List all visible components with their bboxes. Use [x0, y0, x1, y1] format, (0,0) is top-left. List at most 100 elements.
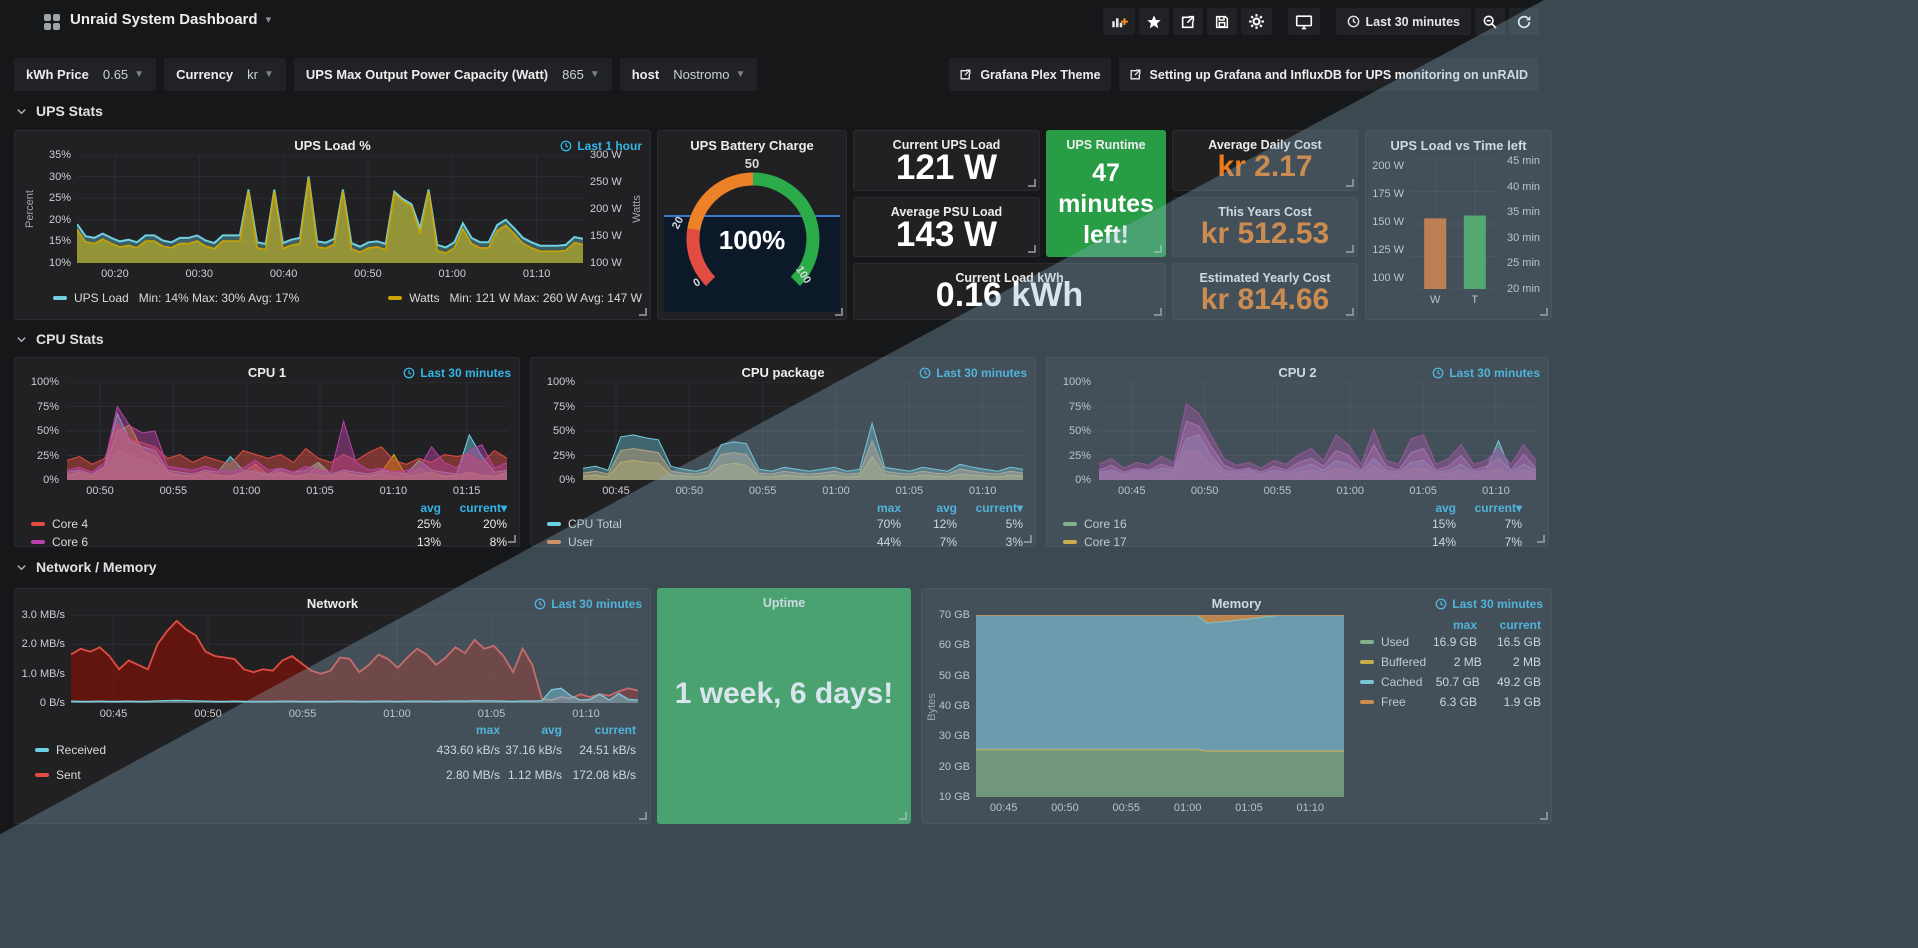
star-dashboard-button[interactable]: [1138, 8, 1169, 35]
variable-currency[interactable]: Currency kr ▼: [164, 58, 286, 91]
axis-tick: 00:50: [194, 708, 222, 720]
ups-load-chart[interactable]: [76, 154, 584, 264]
legend-column-header[interactable]: current▾: [459, 500, 507, 515]
legend-row[interactable]: Free 6.3 GB 1.9 GB: [1360, 692, 1541, 712]
chart-canvas[interactable]: [70, 614, 639, 704]
stat-title[interactable]: This Years Cost: [1218, 205, 1312, 219]
section-cpu-stats[interactable]: CPU Stats: [16, 331, 104, 347]
legend-column-header[interactable]: current: [594, 722, 636, 737]
panel-ups-runtime: UPS Runtime 47 minutes left!: [1046, 130, 1166, 257]
variable-kwh-price[interactable]: kWh Price 0.65 ▼: [14, 58, 157, 91]
chart-canvas[interactable]: [1098, 381, 1537, 481]
section-network-memory[interactable]: Network / Memory: [16, 559, 157, 575]
legend-header: avg current▾: [1063, 500, 1522, 515]
legend-item[interactable]: Watts Min: 121 W Max: 260 W Avg: 147 W: [388, 291, 642, 305]
chart-canvas[interactable]: [66, 381, 508, 481]
stat-title[interactable]: Estimated Yearly Cost: [1199, 271, 1331, 285]
stat-title[interactable]: Uptime: [762, 596, 806, 610]
panel-title[interactable]: CPU package: [741, 365, 825, 380]
legend-column-header[interactable]: avg: [541, 722, 562, 737]
legend-row[interactable]: Used 16.9 GB 16.5 GB: [1360, 632, 1541, 652]
panel-time-range[interactable]: Last 30 minutes: [1435, 597, 1543, 611]
panel-time-range[interactable]: Last 30 minutes: [534, 597, 642, 611]
load-vs-time-chart[interactable]: [1410, 158, 1500, 290]
cycle-view-mode-button[interactable]: [1287, 8, 1320, 35]
stat-title[interactable]: Average Daily Cost: [1208, 138, 1322, 152]
panel-title[interactable]: UPS Load %: [294, 138, 371, 153]
panel-title[interactable]: UPS Load vs Time left: [1390, 138, 1527, 153]
chart-canvas[interactable]: [976, 614, 1344, 798]
legend-row[interactable]: User 44% 7% 3%: [547, 533, 1023, 551]
legend-item[interactable]: UPS Load Min: 14% Max: 30% Avg: 17%: [53, 291, 299, 305]
legend-row[interactable]: Received 433.60 kB/s 37.16 kB/s 24.51 kB/s: [35, 737, 636, 762]
network-chart[interactable]: [70, 614, 639, 704]
panel-title[interactable]: Network: [306, 596, 359, 611]
stat-title[interactable]: Current Load kWh: [955, 271, 1064, 285]
panel-title[interactable]: CPU 2: [1278, 365, 1317, 380]
legend-column-header[interactable]: max: [1452, 617, 1477, 632]
axis-tick: 40 min: [1507, 180, 1541, 193]
stat-title[interactable]: UPS Runtime: [1066, 138, 1146, 152]
cpu2-chart[interactable]: [1098, 381, 1537, 481]
panel-title[interactable]: UPS Battery Charge: [690, 138, 814, 153]
panel-time-range[interactable]: Last 30 minutes: [1432, 366, 1540, 380]
legend-row[interactable]: Core 17 14% 7%: [1063, 533, 1522, 551]
stat-value: 121 W: [895, 148, 998, 187]
legend-column-header[interactable]: avg: [420, 500, 441, 515]
legend-row[interactable]: Buffered 2 MB 2 MB: [1360, 652, 1541, 672]
stat-value: 1 week, 6 days!: [674, 677, 894, 710]
link-grafana-influxdb-guide[interactable]: Setting up Grafana and InfluxDB for UPS …: [1118, 58, 1538, 91]
legend-row[interactable]: Core 4 25% 20%: [31, 515, 507, 533]
save-dashboard-button[interactable]: [1206, 8, 1237, 35]
legend-row[interactable]: Core 16 15% 7%: [1063, 515, 1522, 533]
panel-title[interactable]: CPU 1: [247, 365, 287, 380]
settings-button[interactable]: [1240, 8, 1272, 35]
axis-tick: 01:10: [968, 485, 997, 497]
chart-canvas[interactable]: [1410, 158, 1500, 290]
panel-time-range[interactable]: Last 30 minutes: [919, 366, 1027, 380]
legend-column-header[interactable]: avg: [1435, 500, 1456, 515]
legend-row[interactable]: Sent 2.80 MB/s 1.12 MB/s 172.08 kB/s: [35, 762, 636, 787]
axis-tick: 100 W: [590, 257, 622, 269]
axis-tick: 20 min: [1507, 283, 1541, 295]
panel-cpu-2: CPU 2 Last 30 minutes 100% 75% 50% 25% 0% 00…: [1046, 357, 1549, 549]
chart-canvas[interactable]: [76, 154, 584, 264]
axis-tick: 00:50: [354, 268, 382, 280]
panel-time-range[interactable]: Last 30 minutes: [403, 366, 511, 380]
axis-tick: 00:45: [989, 802, 1018, 814]
legend-header: max avg current: [35, 722, 636, 737]
chart-canvas[interactable]: [582, 381, 1024, 481]
legend-column-header[interactable]: max: [876, 500, 901, 515]
apps-menu-button[interactable]: [44, 14, 60, 30]
variable-host[interactable]: host Nostromo ▼: [619, 58, 758, 91]
add-panel-button[interactable]: [1102, 8, 1135, 35]
cpu1-chart[interactable]: [66, 381, 508, 481]
legend-column-header[interactable]: max: [475, 722, 500, 737]
variable-label: kWh Price: [26, 67, 89, 82]
save-icon: [1215, 15, 1228, 28]
legend-column-header[interactable]: current▾: [1474, 500, 1522, 515]
cpu-package-chart[interactable]: [582, 381, 1024, 481]
legend-row[interactable]: CPU Total 70% 12% 5%: [547, 515, 1023, 533]
time-range-button[interactable]: Last 30 minutes: [1335, 8, 1471, 35]
legend-column-header[interactable]: avg: [936, 500, 957, 515]
dashboard-title-menu[interactable]: Unraid System Dashboard ▾: [70, 11, 271, 28]
stat-title[interactable]: Current UPS Load: [892, 138, 1001, 152]
share-dashboard-button[interactable]: [1172, 8, 1203, 35]
section-ups-stats[interactable]: UPS Stats: [16, 103, 103, 119]
star-icon: [1146, 14, 1161, 28]
legend-column-header[interactable]: current: [1499, 617, 1541, 632]
link-grafana-plex-theme[interactable]: Grafana Plex Theme: [949, 58, 1111, 91]
chart-legend: max avg current Received 433.60 kB/s 37.16 kB…: [35, 722, 636, 787]
zoom-out-time-button[interactable]: [1475, 8, 1505, 35]
stat-title[interactable]: Average PSU Load: [890, 205, 1003, 219]
legend-row[interactable]: Core 6 13% 8%: [31, 533, 507, 551]
variable-ups-max-output[interactable]: UPS Max Output Power Capacity (Watt) 865…: [293, 58, 612, 91]
panel-time-range[interactable]: Last 1 hour: [560, 139, 642, 153]
legend-column-header[interactable]: current▾: [975, 500, 1023, 515]
refresh-button[interactable]: [1509, 8, 1539, 35]
memory-chart[interactable]: [976, 614, 1344, 798]
panel-title[interactable]: Memory: [1211, 596, 1262, 611]
axis-tick: 75%: [36, 400, 59, 413]
legend-row[interactable]: Cached 50.7 GB 49.2 GB: [1360, 672, 1541, 692]
